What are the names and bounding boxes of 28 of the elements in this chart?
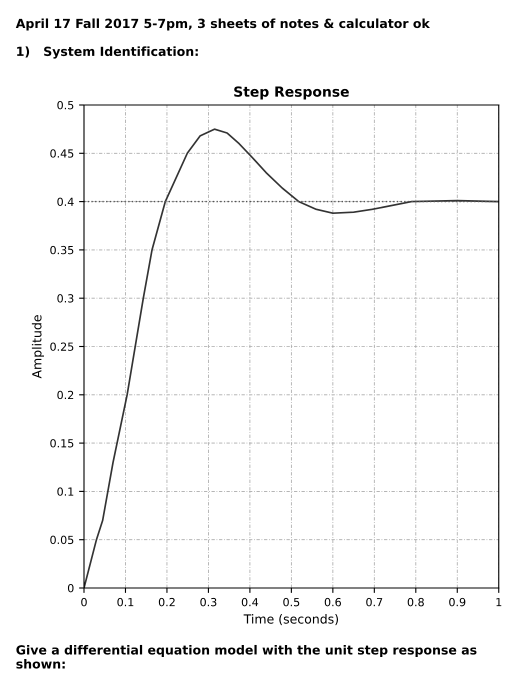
text: April 17 Fall 2017 5-7pm, 3 sheets of notes & calculator ok (16, 18, 430, 31)
y-tick-label: 0 (68, 584, 74, 592)
y-tick-label: 0.3 (57, 294, 74, 303)
y-tick-label: 0.35 (50, 246, 74, 254)
y-tick-label: 0.2 (57, 390, 74, 400)
x-tick-label: 0.2 (158, 598, 175, 606)
x-tick-label: 0.9 (449, 598, 466, 606)
x-tick-label: 0.5 (283, 598, 300, 606)
y-tick-label: 0.1 (57, 487, 74, 496)
x-tick-label: 0.1 (117, 598, 134, 606)
x-axis-title: Time (seconds) (244, 614, 338, 626)
x-tick-label: 0.7 (366, 598, 382, 606)
y-axis-title: Amplitude (32, 315, 44, 378)
text: 1) System Identification: (17, 46, 198, 59)
x-tick-label: 1 (496, 598, 502, 606)
text: Give a differential equation model with the unit step response as shown: (16, 644, 476, 669)
x-tick-label: 0.8 (408, 598, 424, 606)
x-tick-label: 0.3 (200, 598, 216, 606)
y-tick-label: 0.15 (50, 439, 74, 448)
y-tick-label: 0.4 (57, 198, 74, 206)
x-tick-label: 0.4 (242, 598, 258, 606)
y-tick-label: 0.45 (50, 149, 74, 158)
x-tick-label: 0 (81, 598, 87, 606)
y-tick-label: 0.5 (57, 100, 74, 110)
chart-title: Step Response (234, 86, 349, 100)
y-tick-label: 0.25 (50, 342, 74, 351)
y-tick-label: 0.05 (50, 536, 74, 544)
x-tick-label: 0.6 (324, 598, 341, 606)
